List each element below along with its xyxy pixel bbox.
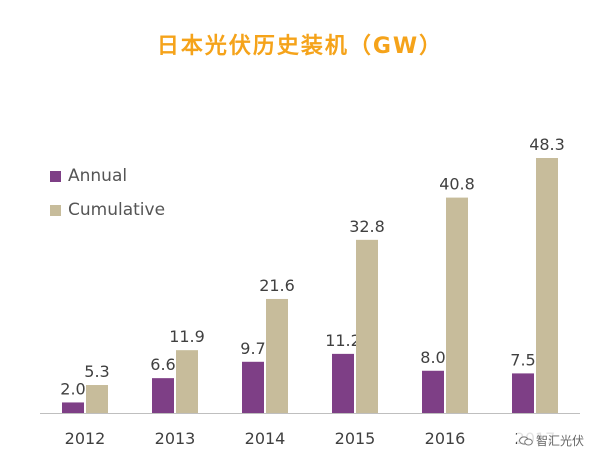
x-tick-label-2012: 2012 [65,429,106,448]
data-label-annual-2017: 7.5 [510,350,535,369]
bar-annual-2017 [512,373,534,413]
data-label-cumulative-2012: 5.3 [84,362,109,381]
bar-annual-2013 [152,378,174,413]
data-label-annual-2014: 9.7 [240,339,265,358]
data-label-cumulative-2017: 48.3 [529,135,565,154]
legend-label-cumulative: Cumulative [68,200,166,220]
data-label-cumulative-2013: 11.9 [169,327,205,346]
data-label-cumulative-2015: 32.8 [349,217,385,236]
x-tick-label-2014: 2014 [245,429,286,448]
data-label-annual-2012: 2.0 [60,379,85,398]
bar-annual-2015 [332,353,354,413]
legend-item-annual: Annual [50,166,127,186]
bar-cumulative-2016 [446,197,468,413]
legend-item-cumulative: Cumulative [50,200,165,220]
legend-swatch-cumulative [50,204,61,216]
bar-annual-2014 [242,361,264,413]
legend-swatch-annual [50,170,61,182]
data-label-annual-2015: 11.2 [325,331,361,350]
chart-title: 日本光伏历史装机（GW） [156,34,444,59]
wechat-icon [518,435,533,445]
watermark: 智汇光伏 [516,432,586,449]
data-label-annual-2016: 8.0 [420,348,445,367]
x-tick-label-2016: 2016 [425,429,466,448]
bar-annual-2012 [62,402,84,413]
data-label-cumulative-2016: 40.8 [439,175,475,194]
bar-annual-2016 [422,370,444,413]
bar-cumulative-2013 [176,350,198,413]
bar-cumulative-2012 [86,385,108,413]
bar-cumulative-2015 [356,239,378,413]
legend-label-annual: Annual [68,166,128,186]
bar-cumulative-2014 [266,298,288,413]
x-tick-label-2015: 2015 [335,429,376,448]
data-label-annual-2013: 6.6 [150,355,175,374]
bar-cumulative-2017 [536,158,558,413]
watermark-text: 智汇光伏 [535,434,584,448]
data-label-cumulative-2014: 21.6 [259,276,295,295]
x-tick-label-2013: 2013 [155,429,196,448]
